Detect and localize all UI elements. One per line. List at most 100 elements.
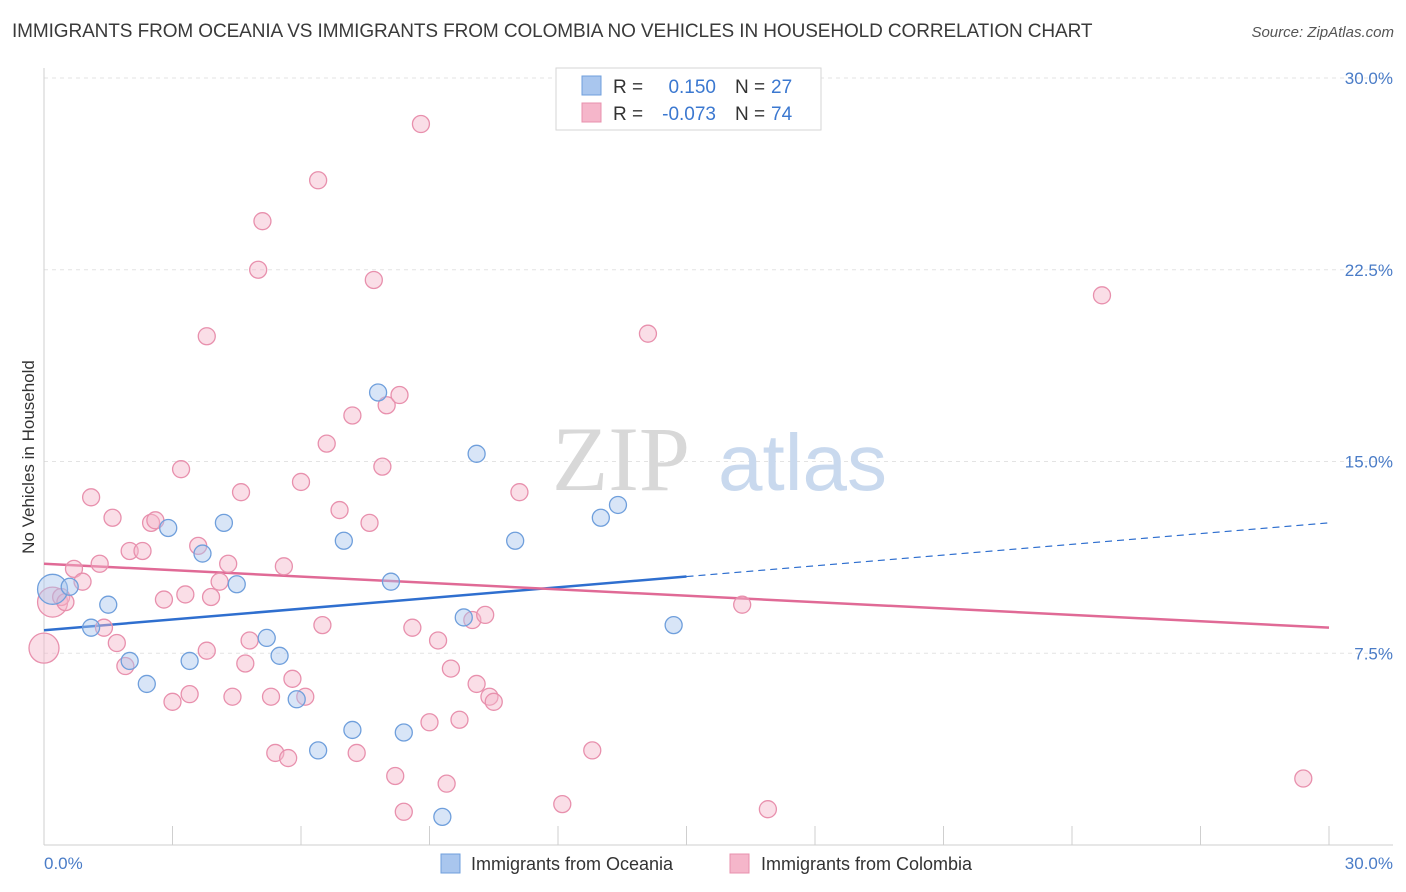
data-point-colombia [347,743,366,763]
data-point-colombia [390,385,409,405]
data-point-colombia [201,587,221,607]
data-point-oceania [193,544,212,563]
data-point-oceania [60,577,79,596]
y-tick-labels: 7.5% 15.0% 22.5% 30.0% [1345,69,1393,663]
data-point-colombia [180,685,199,704]
data-point-oceania [381,572,401,591]
data-point-colombia [90,554,109,573]
data-point-oceania [159,518,178,538]
legend-n-value-2: 74 [771,104,793,125]
trend-line-oceania [43,575,687,632]
data-point-colombia [28,632,60,664]
data-point-colombia [467,674,486,694]
data-point-colombia [107,633,126,653]
data-point-colombia [330,500,349,520]
data-point-colombia [197,327,216,346]
data-point-colombia [1294,769,1313,788]
watermark-zip: ZIP [552,408,690,510]
data-point-colombia [317,434,336,453]
data-point-colombia [441,659,461,678]
data-point-colombia [403,618,422,637]
data-point-colombia [274,557,294,576]
data-point-colombia [364,270,383,290]
data-point-colombia [583,741,602,760]
data-point-colombia [476,605,495,625]
data-point-oceania [81,618,101,637]
data-point-oceania [368,383,388,402]
legend-n-value-1: 27 [771,77,792,98]
data-point-colombia [437,774,456,793]
legend-swatch-colombia [581,102,602,123]
data-point-oceania [454,608,473,627]
chart-source: Source: ZipAtlas.com [1251,24,1394,41]
data-point-colombia [249,260,268,279]
trend-line-oceania-extension [686,522,1330,578]
trend-lines [43,522,1330,632]
gridlines [44,77,1393,654]
data-point-oceania [433,807,452,827]
chart-title: IMMIGRANTS FROM OCEANIA VS IMMIGRANTS FR… [12,21,1093,42]
data-points [28,114,1313,827]
data-point-oceania [608,495,628,515]
data-point-colombia [484,692,503,711]
data-point-oceania [394,723,413,742]
y-tick-label: 15.0% [1345,453,1393,472]
bottom-legend-label-colombia: Immigrants from Colombia [761,854,973,874]
legend-r-label-2: R = [613,104,643,125]
data-point-colombia [360,513,379,533]
data-point-oceania [506,531,525,550]
data-point-colombia [197,641,216,660]
data-point-oceania [99,595,118,614]
data-point-colombia [261,687,281,706]
data-point-colombia [313,615,332,635]
legend-r-value-2: -0.073 [662,104,716,125]
legend-r-label-1: R = [613,77,643,98]
data-point-colombia [733,595,752,614]
data-point-oceania [227,575,246,594]
watermark-atlas: atlas [718,418,887,507]
y-tick-label: 22.5% [1345,261,1393,280]
data-point-colombia [428,631,448,650]
data-point-oceania [257,628,276,648]
x-tick-label-max: 30.0% [1345,854,1393,873]
data-point-colombia [120,541,139,561]
data-point-colombia [553,794,572,814]
data-point-colombia [81,488,101,507]
data-point-colombia [103,508,122,527]
data-point-colombia [343,406,362,425]
data-point-oceania [664,615,683,635]
stats-legend: R = 0.150 N = 27 R = -0.073 N = 74 [555,67,822,131]
bottom-legend-label-oceania: Immigrants from Oceania [471,854,674,874]
data-point-colombia [94,618,114,637]
data-point-oceania [591,508,610,527]
data-point-oceania [270,646,289,665]
axes [43,68,1393,846]
legend-swatch-oceania [581,75,602,96]
data-point-colombia [420,713,439,732]
data-point-oceania [287,690,306,709]
data-point-colombia [64,559,84,579]
series-legend: Immigrants from Oceania Immigrants from … [440,853,973,874]
data-point-colombia [411,114,431,134]
trend-line-colombia [43,562,1330,629]
data-point-colombia [176,585,195,604]
data-point-colombia [1092,286,1112,305]
legend-r-value-1: 0.150 [668,77,716,98]
data-point-colombia [163,692,182,711]
y-tick-label: 30.0% [1345,69,1393,88]
data-point-colombia [450,710,469,729]
data-point-colombia [231,483,251,502]
data-point-colombia [210,572,229,591]
data-point-colombia [638,324,658,343]
data-point-oceania [308,741,328,760]
data-point-colombia [240,631,259,650]
data-point-colombia [377,396,396,415]
data-point-oceania [36,573,69,605]
data-point-oceania [334,531,353,550]
data-point-colombia [510,483,529,502]
data-point-colombia [236,654,255,673]
data-point-colombia [758,800,778,819]
legend-n-label-2: N = [735,104,765,125]
data-point-colombia [283,669,302,688]
